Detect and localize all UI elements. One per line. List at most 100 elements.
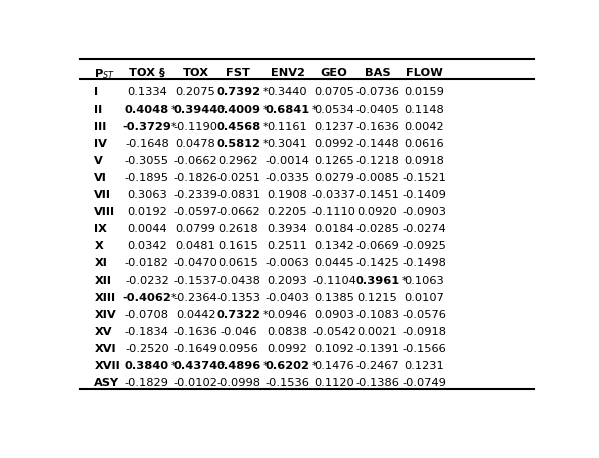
Text: 0.2618: 0.2618 [219, 224, 258, 234]
Text: -0.1536: -0.1536 [265, 378, 310, 388]
Text: GEO: GEO [320, 68, 347, 78]
Text: 0.3063: 0.3063 [127, 190, 167, 200]
Text: TOX: TOX [183, 68, 208, 78]
Text: *: * [311, 104, 317, 114]
Text: 0.0616: 0.0616 [404, 139, 444, 149]
Text: 0.0042: 0.0042 [404, 122, 444, 131]
Text: 0.2075: 0.2075 [176, 87, 216, 98]
Text: 0.0445: 0.0445 [314, 258, 354, 268]
Text: -0.1829: -0.1829 [125, 378, 169, 388]
Text: 0.0838: 0.0838 [268, 327, 307, 337]
Text: -0.1218: -0.1218 [356, 156, 400, 166]
Text: 0.0478: 0.0478 [176, 139, 216, 149]
Text: -0.2339: -0.2339 [174, 190, 217, 200]
Text: 0.3944: 0.3944 [174, 104, 217, 114]
Text: -0.1110: -0.1110 [312, 207, 356, 217]
Text: 0.6202: 0.6202 [265, 361, 310, 371]
Text: *: * [262, 104, 268, 114]
Text: -0.0403: -0.0403 [265, 293, 310, 303]
Text: 0.0946: 0.0946 [268, 310, 307, 320]
Text: 0.3961: 0.3961 [355, 276, 400, 285]
Text: -0.0669: -0.0669 [356, 241, 400, 251]
Text: 0.0918: 0.0918 [404, 156, 444, 166]
Text: *: * [262, 122, 268, 131]
Text: 0.0107: 0.0107 [404, 293, 444, 303]
Text: -0.0337: -0.0337 [312, 190, 356, 200]
Text: -0.1636: -0.1636 [174, 327, 217, 337]
Text: 0.0184: 0.0184 [314, 224, 354, 234]
Text: 0.4374: 0.4374 [174, 361, 217, 371]
Text: 0.0903: 0.0903 [314, 310, 354, 320]
Text: XI: XI [95, 258, 107, 268]
Text: 0.1265: 0.1265 [314, 156, 354, 166]
Text: -0.1537: -0.1537 [174, 276, 217, 285]
Text: ASY: ASY [95, 378, 119, 388]
Text: ENV2: ENV2 [271, 68, 304, 78]
Text: -0.0736: -0.0736 [356, 87, 400, 98]
Text: *: * [262, 361, 268, 371]
Text: -0.1521: -0.1521 [402, 173, 446, 183]
Text: 0.4048: 0.4048 [125, 104, 169, 114]
Text: -0.0470: -0.0470 [174, 258, 217, 268]
Text: IV: IV [95, 139, 107, 149]
Text: XV: XV [95, 327, 112, 337]
Text: *: * [311, 361, 317, 371]
Text: III: III [95, 122, 107, 131]
Text: 0.0920: 0.0920 [358, 207, 397, 217]
Text: 0.0481: 0.0481 [176, 241, 216, 251]
Text: *: * [171, 361, 177, 371]
Text: -0.1636: -0.1636 [356, 122, 400, 131]
Text: *: * [220, 104, 225, 114]
Text: 0.1342: 0.1342 [314, 241, 354, 251]
Text: -0.2520: -0.2520 [125, 344, 169, 354]
Text: 0.0956: 0.0956 [219, 344, 258, 354]
Text: 0.7322: 0.7322 [216, 310, 260, 320]
Text: 0.1148: 0.1148 [404, 104, 444, 114]
Text: -0.3055: -0.3055 [125, 156, 169, 166]
Text: -0.0285: -0.0285 [356, 224, 400, 234]
Text: -0.0014: -0.0014 [265, 156, 310, 166]
Text: -0.2364: -0.2364 [174, 293, 217, 303]
Text: 0.1215: 0.1215 [358, 293, 397, 303]
Text: 0.0705: 0.0705 [314, 87, 354, 98]
Text: BAS: BAS [365, 68, 391, 78]
Text: -0.0085: -0.0085 [356, 173, 400, 183]
Text: XIV: XIV [95, 310, 116, 320]
Text: XVI: XVI [95, 344, 116, 354]
Text: 0.4009: 0.4009 [216, 104, 261, 114]
Text: -0.1409: -0.1409 [402, 190, 446, 200]
Text: -0.1648: -0.1648 [125, 139, 169, 149]
Text: -0.0251: -0.0251 [216, 173, 260, 183]
Text: VIII: VIII [95, 207, 116, 217]
Text: -0.2467: -0.2467 [356, 361, 400, 371]
Text: II: II [95, 104, 102, 114]
Text: 0.1334: 0.1334 [127, 87, 167, 98]
Text: *: * [220, 361, 225, 371]
Text: 0.6841: 0.6841 [265, 104, 310, 114]
Text: -0.1190: -0.1190 [174, 122, 217, 131]
Text: -0.0405: -0.0405 [356, 104, 400, 114]
Text: -0.0102: -0.0102 [174, 378, 217, 388]
Text: 0.0615: 0.0615 [219, 258, 258, 268]
Text: -0.0749: -0.0749 [402, 378, 446, 388]
Text: 0.0992: 0.0992 [268, 344, 307, 354]
Text: *: * [262, 139, 268, 149]
Text: -0.1566: -0.1566 [402, 344, 446, 354]
Text: VI: VI [95, 173, 107, 183]
Text: -0.3729: -0.3729 [122, 122, 171, 131]
Text: -0.1895: -0.1895 [125, 173, 169, 183]
Text: -0.0542: -0.0542 [312, 327, 356, 337]
Text: -0.0335: -0.0335 [265, 173, 310, 183]
Text: 0.0021: 0.0021 [358, 327, 397, 337]
Text: 0.1385: 0.1385 [314, 293, 354, 303]
Text: FLOW: FLOW [406, 68, 442, 78]
Text: 0.3440: 0.3440 [268, 87, 307, 98]
Text: -0.1391: -0.1391 [356, 344, 400, 354]
Text: -0.0274: -0.0274 [402, 224, 446, 234]
Text: *: * [262, 87, 268, 98]
Text: -0.0576: -0.0576 [402, 310, 446, 320]
Text: -0.1498: -0.1498 [402, 258, 446, 268]
Text: 0.4568: 0.4568 [216, 122, 261, 131]
Text: -0.1448: -0.1448 [356, 139, 400, 149]
Text: XIII: XIII [95, 293, 116, 303]
